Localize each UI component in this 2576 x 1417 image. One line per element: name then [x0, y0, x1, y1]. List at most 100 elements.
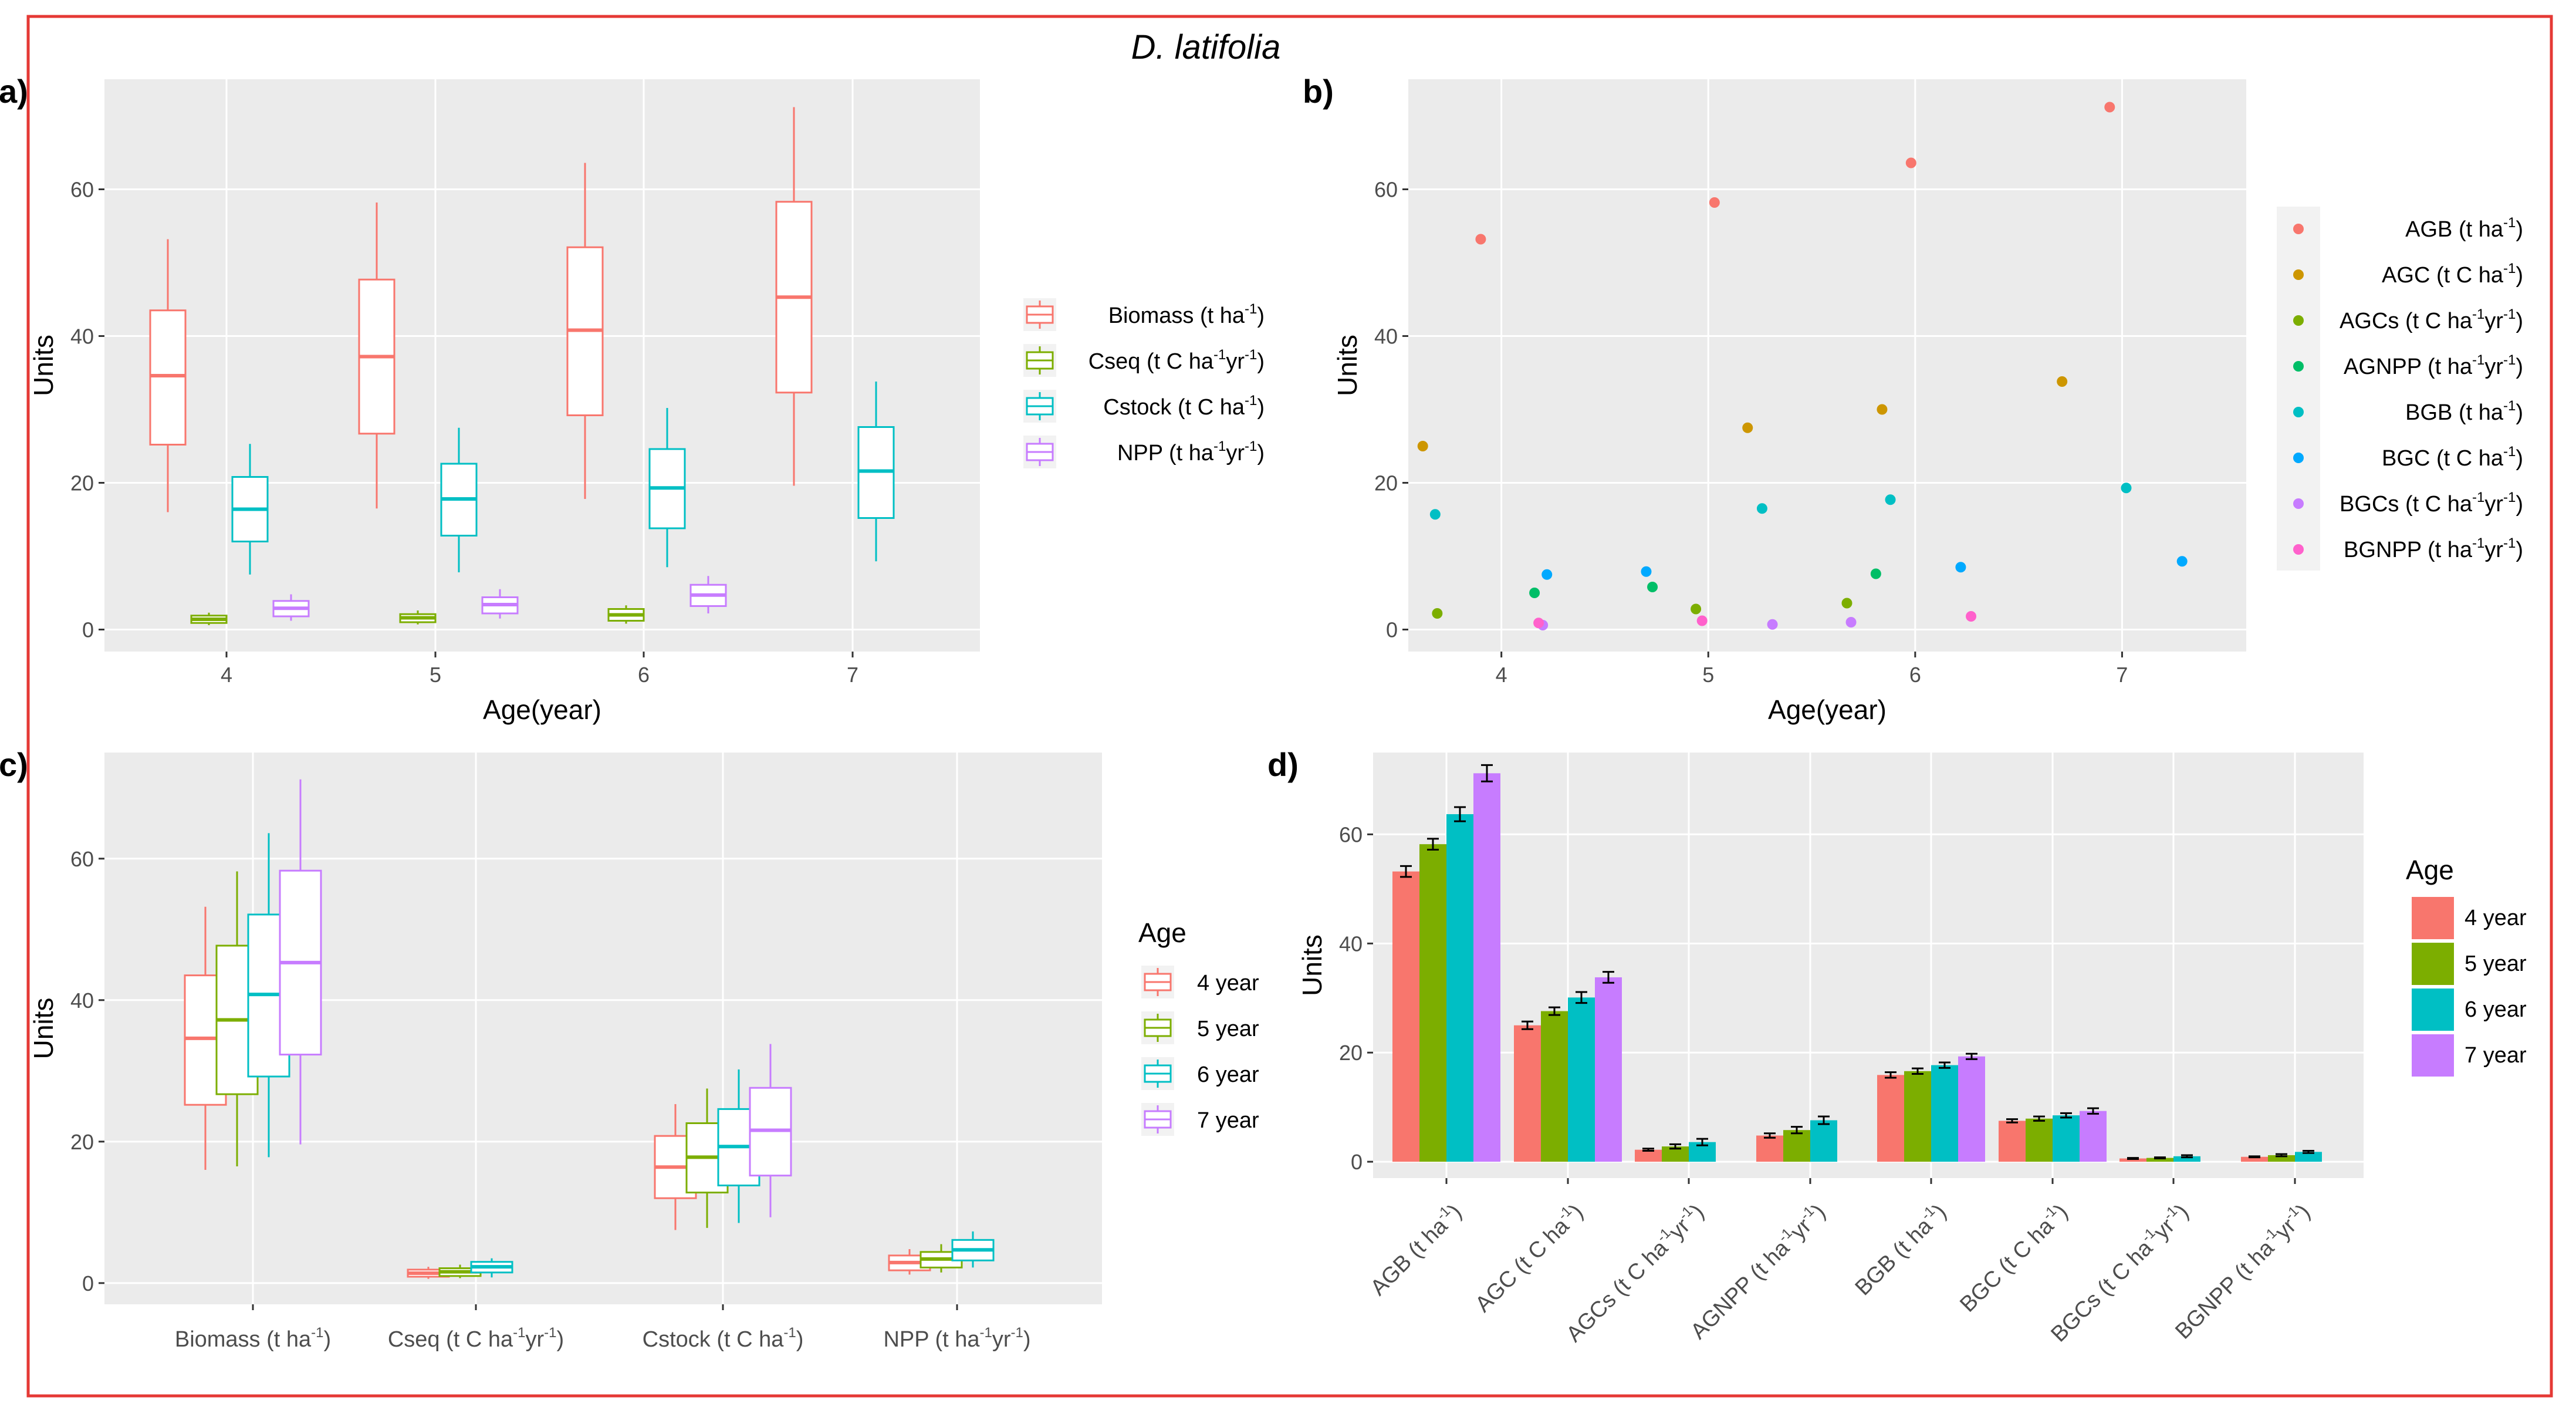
panel-d-legend-title: Age [2406, 855, 2454, 885]
panel-b-point [1529, 588, 1540, 598]
panel-d-bar [1999, 1121, 2026, 1162]
panel-d-legend-label: 5 year [2465, 952, 2527, 976]
panel-b-tick-label-x: 4 [1496, 663, 1507, 687]
panel-b-tick-label-x: 5 [1702, 663, 1714, 687]
panel-b-legend-label: BGB (t ha-1) [2405, 398, 2523, 425]
panel-a-tick-label-x: 5 [430, 663, 441, 687]
panel-b-legend-key-bg [2277, 207, 2320, 571]
panel-c-tick-label-x: Cstock (t C ha-1) [643, 1325, 804, 1352]
panel-a-tick-label-y: 60 [70, 178, 94, 202]
panel-d-bar [1541, 1011, 1568, 1162]
panel-c-box-0-3 [279, 779, 322, 1145]
panel-b-tick-label-y: 20 [1374, 471, 1398, 495]
panel-a-box-biomass-6 [566, 163, 604, 499]
panel-a-tick-label-y: 0 [82, 618, 94, 642]
panel-b-point [1647, 582, 1658, 592]
panel-a-box-npp-4 [272, 594, 310, 621]
panel-a-box-cstock-7 [857, 382, 895, 562]
panel-a-box-biomass-5 [358, 203, 395, 509]
panel-b-point [1742, 422, 1753, 433]
figure-title: D. latifolia [1131, 28, 1281, 66]
panel-d-tick-label-y: 40 [1339, 932, 1363, 956]
panel-a-box-npp-5 [481, 589, 519, 619]
panel-b-point [1845, 617, 1857, 627]
panel-c-legend-label: 5 year [1197, 1017, 1259, 1041]
panel-d-bar [1783, 1130, 1810, 1162]
panel-d-bar [1931, 1065, 1958, 1162]
panel-d-bar [1392, 871, 1419, 1162]
panel-b-legend-key [2293, 361, 2304, 372]
panel-a-box-biomass-4 [149, 239, 187, 512]
panel-c-tick-label-y: 60 [70, 847, 94, 871]
panel-b-tick-label-y: 60 [1374, 178, 1398, 202]
panel-b-legend-key [2293, 407, 2304, 417]
panel-d-bar [1473, 773, 1500, 1162]
panel-a-legend-label: NPP (t ha-1yr-1) [1117, 438, 1265, 465]
panel-b-point [1905, 157, 1916, 168]
panel-b-tick-label-x: 6 [1909, 663, 1921, 687]
panel-c: 0 20 40 60 Units c) Biomass (t ha-1) Cseq (t C … [0, 746, 1259, 1352]
panel-b-tick-label-y: 40 [1374, 325, 1398, 349]
panel-b-point [2176, 556, 2188, 567]
panel-b-legend-label: BGCs (t C ha-1yr-1) [2340, 490, 2523, 517]
panel-d-bar [2173, 1156, 2200, 1162]
panel-d-bar [1810, 1120, 1837, 1162]
panel-a-box-cseq-4 [190, 612, 228, 625]
panel-d-bar [1446, 814, 1473, 1162]
panel-d-bar [1568, 997, 1595, 1162]
panel-a-panel-label: a) [0, 73, 28, 110]
panel-d-legend-key [2412, 1034, 2454, 1077]
panel-b-legend-label: AGCs (t C ha-1yr-1) [2340, 306, 2523, 333]
panel-b-legend-label: BGNPP (t ha-1yr-1) [2344, 535, 2523, 562]
panel-a-box-cseq-6 [607, 605, 645, 624]
panel-a-tick-label-y: 20 [70, 471, 94, 495]
panel-b-point [1955, 562, 1966, 573]
panel-b-point [1870, 568, 1881, 579]
panel-c-legend-label: 6 year [1197, 1062, 1259, 1087]
panel-c-tick-label-y: 40 [70, 988, 94, 1013]
panel-d-legend-key [2412, 988, 2454, 1031]
panel-d-panel-label: d) [1267, 746, 1299, 783]
panel-d-bar [2268, 1155, 2295, 1162]
panel-b-point [1841, 598, 1852, 609]
panel-b-point [1641, 566, 1652, 577]
panel-b-legend-label: AGB (t ha-1) [2405, 215, 2523, 242]
panel-b-point [2121, 483, 2132, 494]
panel-c-legend-title: Age [1138, 917, 1186, 948]
panel-c-tick-label-x: Cseq (t C ha-1yr-1) [388, 1325, 564, 1352]
panel-a-tick-label-x: 6 [638, 663, 650, 687]
panel-d-y-axis-label: Units [1297, 934, 1327, 996]
panel-c-box-2-3 [749, 1044, 792, 1217]
panel-d-bar [2053, 1115, 2080, 1162]
panel-b-point [1533, 618, 1544, 629]
panel-d-tick-label-y: 60 [1339, 822, 1363, 846]
panel-d-bar [1877, 1075, 1904, 1162]
panel-b-point [1756, 503, 1767, 514]
panel-b-point [1541, 569, 1553, 580]
panel-c-tick-label-x: Biomass (t ha-1) [175, 1325, 331, 1352]
panel-c-box-1-2 [470, 1258, 513, 1278]
panel-c-legend-label: 4 year [1197, 971, 1259, 996]
panel-b-x-axis-label: Age(year) [1768, 694, 1887, 725]
panel-b-legend-key [2293, 224, 2304, 234]
panel-a-box-biomass-4-iqr-box [149, 309, 187, 446]
panel-d-bar [1756, 1135, 1783, 1162]
panel-c-legend-label: 7 year [1197, 1108, 1259, 1133]
panel-d-bar [2080, 1111, 2107, 1162]
panel-b-point [1877, 404, 1888, 415]
panel-b-legend-label: AGC (t C ha-1) [2382, 261, 2523, 288]
panel-a-box-cstock-5 [440, 427, 478, 572]
panel-a-tick-label-x: 7 [847, 663, 858, 687]
panel-c-tick-label-y: 20 [70, 1130, 94, 1154]
panel-c-y-axis-label: Units [28, 998, 59, 1060]
panel-c-box-3-2 [951, 1231, 995, 1268]
panel-b-tick-label-y: 0 [1386, 618, 1398, 642]
panel-d-bar [1635, 1149, 1662, 1162]
panel-d-bar [2146, 1158, 2173, 1162]
panel-b-point [1475, 234, 1486, 245]
panel-b-point [1885, 494, 1896, 505]
panel-d-legend-label: 6 year [2465, 997, 2527, 1022]
panel-a: 0 20 40 60 Units a) 4 5 6 7 Age(year) Biomass (t ha… [0, 73, 1265, 725]
panel-a-box-npp-6 [689, 576, 727, 613]
